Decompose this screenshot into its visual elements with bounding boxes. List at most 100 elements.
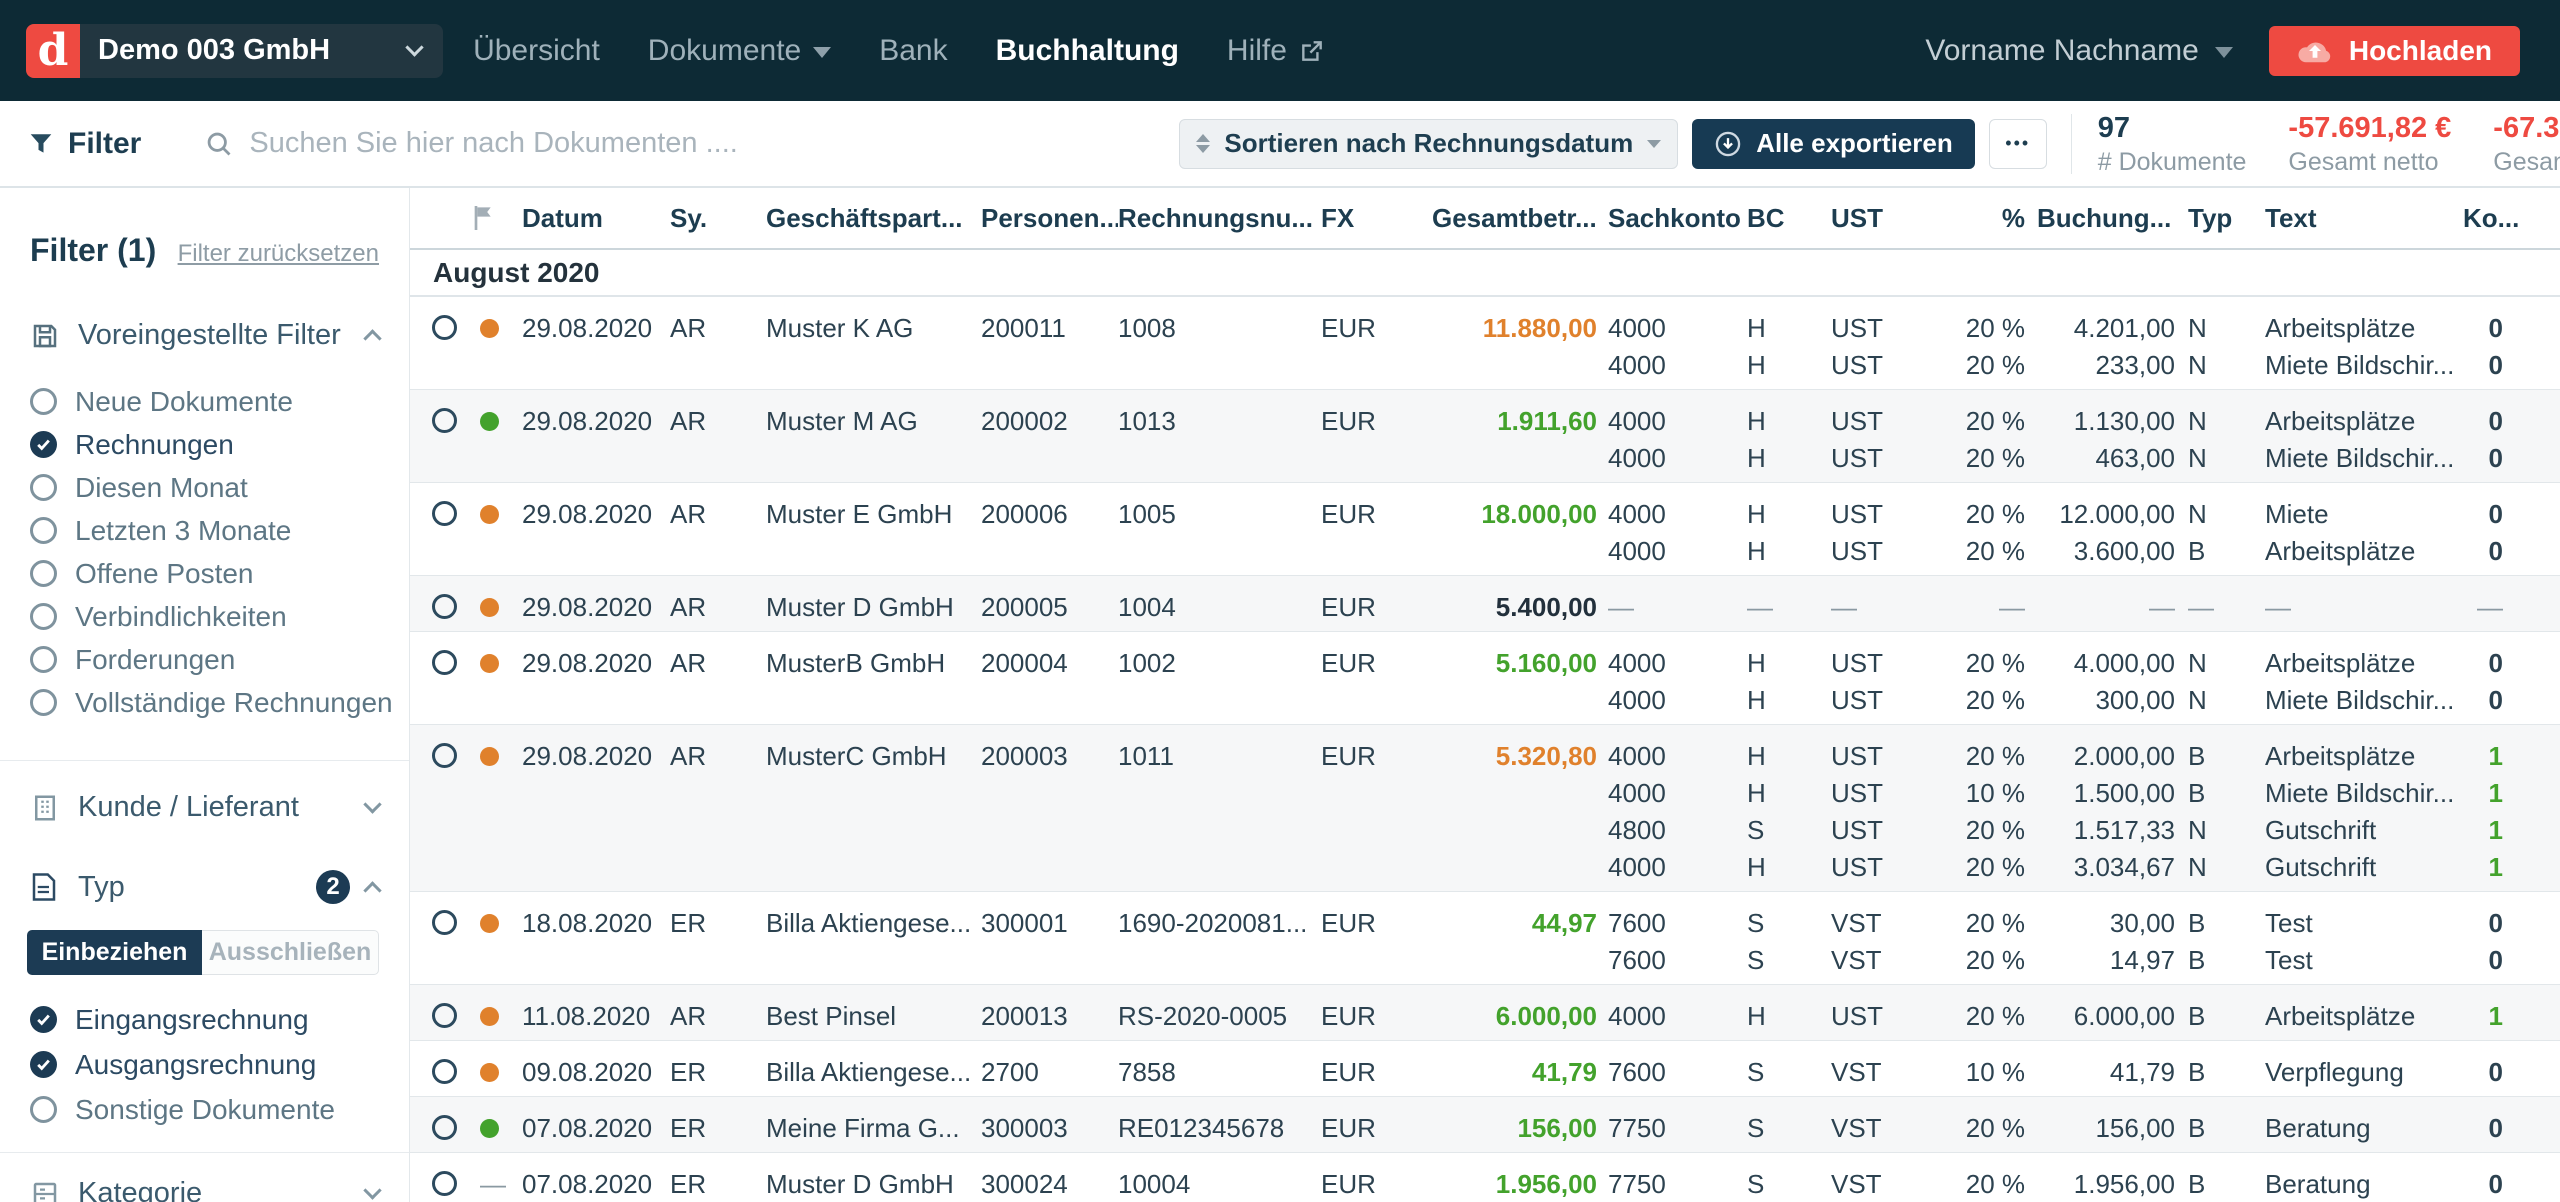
company-selector[interactable]: Demo 003 GmbH [80,23,444,78]
table-header-col-bc[interactable]: BC [1747,202,1785,233]
row-status-cell [480,310,522,338]
table-row[interactable]: 07.08.2020 ER Meine Firma G... 300003 RE0123… [410,1097,2560,1153]
toolbar-right-controls: Sortieren nach Rechnungsdatum Alle expor… [1179,111,2560,177]
table-row[interactable]: 29.08.2020 AR Muster K AG 200011 1008 EUR 11.8… [410,297,2560,390]
upload-button[interactable]: Hochladen [2268,25,2520,76]
table-header-col-buchung[interactable]: Buchung... [2037,202,2172,233]
table-row[interactable]: 29.08.2020 AR MusterC GmbH 200003 1011 EUR 5.3… [410,725,2560,892]
table-header-col-gesamtbetrag[interactable]: Gesamtbetr... [1432,202,1597,233]
filter-option-offene-posten[interactable]: Offene Posten [0,552,409,595]
table-header-col-konto[interactable]: Ko... [2463,202,2520,233]
filter-reset-link[interactable]: Filter zurücksetzen [177,240,379,267]
filter-section-header-preset[interactable]: Voreingestellte Filter [0,319,409,352]
filter-option-rechnungen[interactable]: Rechnungen [0,423,409,466]
cell-rechnung: 1008 [1118,313,1176,343]
row-select-radio[interactable] [432,594,457,619]
table-header-col-ust[interactable]: UST [1831,202,1883,233]
filter-option-eingangsrechnung[interactable]: Eingangsrechnung [0,997,409,1042]
line-typ: B [2188,945,2206,975]
search-input[interactable] [249,127,1180,160]
filter-section-header-category[interactable]: Kategorie [0,1177,409,1202]
table-row[interactable]: 09.08.2020 ER Billa Aktiengese... 2700 7858 E… [410,1041,2560,1097]
filter-option-ausgangsrechnung[interactable]: Ausgangsrechnung [0,1042,409,1087]
table-header-col-sy[interactable]: Sy. [670,202,708,233]
nav-item-hilfe[interactable]: Hilfe [1227,34,1325,68]
filter-option-diesen-monat[interactable]: Diesen Monat [0,466,409,509]
row-select-radio[interactable] [432,910,457,935]
row-select-radio[interactable] [432,315,457,340]
line-ko: 0 [2488,1113,2503,1143]
filter-option-verbindlichkeiten[interactable]: Verbindlichkeiten [0,595,409,638]
row-select-radio[interactable] [432,1059,457,1084]
include-button[interactable]: Einbeziehen [27,930,202,975]
line-ko: 0 [2488,945,2503,975]
row-select-radio[interactable] [432,1003,457,1028]
line-bc: H [1747,852,1766,882]
table-body: 29.08.2020 AR Muster K AG 200011 1008 EUR 11.8… [410,297,2560,1202]
filter-toggle-button[interactable]: Filter [28,127,141,161]
cell-gesamtbetrag: 18.000,00 [1481,499,1597,529]
line-typ: N [2188,815,2207,845]
table-row[interactable]: 29.08.2020 AR Muster D GmbH 200005 1004 EUR 5.… [410,576,2560,632]
nav-item-dokumente[interactable]: Dokumente [648,34,832,68]
line-betrag: 6.000,00 [2073,1001,2175,1031]
line-typ: B [2188,1169,2206,1199]
booking-lines: 4000 H UST 20 % 4.000,00 N Arbeitsplätze 0 4000 H… [1597,645,2527,719]
nav-item-buchhaltung[interactable]: Buchhaltung [996,34,1179,68]
table-row[interactable]: 29.08.2020 AR MusterB GmbH 200004 1002 EUR 5.1… [410,632,2560,725]
cell-gesamtbetrag: 6.000,00 [1495,1001,1597,1031]
user-name: Vorname Nachname [1925,33,2199,67]
table-header-col-prozent[interactable]: % [2001,202,2025,233]
filter-option-forderungen[interactable]: Forderungen [0,638,409,681]
table-header-col-datum[interactable]: Datum [522,202,603,233]
nav-item-label: Bank [879,33,948,67]
line-pct: 20 % [1965,406,2025,436]
cell-gesamtbetrag: 1.956,00 [1495,1169,1597,1199]
table-header-col-fx[interactable]: FX [1321,202,1355,233]
filter-option-neue-dokumente[interactable]: Neue Dokumente [0,380,409,423]
row-select-radio[interactable] [432,501,457,526]
export-all-button[interactable]: Alle exportieren [1692,118,1975,169]
flag-column-header[interactable] [410,206,522,230]
summary-stats: 97 # Dokumente -57.691,82 € Gesamt netto -67… [2098,111,2560,177]
user-menu[interactable]: Vorname Nachname [1925,34,2233,68]
line-typ: B [2188,741,2206,771]
document-icon [30,872,62,902]
line-betrag: 14,97 [2109,945,2175,975]
table-row[interactable]: 29.08.2020 AR Muster M AG 200002 1013 EUR 1.91… [410,390,2560,483]
filter-section-header-customer[interactable]: Kunde / Lieferant [0,791,409,824]
exclude-button[interactable]: Ausschließen [202,930,379,975]
sort-dropdown[interactable]: Sortieren nach Rechnungsdatum [1179,118,1679,169]
filter-option-sonstige-dokumente[interactable]: Sonstige Dokumente [0,1087,409,1132]
table-header-col-rechnungsnummer[interactable]: Rechnungsnu... [1118,202,1313,233]
row-select-radio[interactable] [432,408,457,433]
cell-fx: EUR [1321,1001,1376,1031]
filter-section-preset: Voreingestellte Filter Neue Dokumente Rech… [0,319,409,761]
table-header-col-personenkonto[interactable]: Personen... [981,202,1118,233]
filter-option-letzten-3-monate[interactable]: Letzten 3 Monate [0,509,409,552]
filter-option-vollst-ndige-rechnungen[interactable]: Vollständige Rechnungen [0,681,409,724]
table-header-col-geschaeftspartner[interactable]: Geschäftspart... [766,202,963,233]
nav-item-bank[interactable]: Bank [879,34,947,68]
nav-item-bersicht[interactable]: Übersicht [473,34,600,68]
row-select-radio[interactable] [432,1171,457,1196]
more-actions-button[interactable]: ••• [1988,118,2047,169]
line-text: Arbeitsplätze [2265,536,2416,566]
row-select-radio[interactable] [432,743,457,768]
line-bc: H [1747,1001,1766,1031]
line-pct: 20 % [1965,1113,2025,1143]
table-row[interactable]: 18.08.2020 ER Billa Aktiengese... 300001 169… [410,892,2560,985]
filter-section-header-type[interactable]: Typ 2 [0,870,409,904]
table-header-col-typ[interactable]: Typ [2188,202,2233,233]
table-row[interactable]: 11.08.2020 AR Best Pinsel 200013 RS-2020-000… [410,985,2560,1041]
table-header-col-sachkonto[interactable]: Sachkonto [1608,202,1741,233]
table-group-row: August 2020 [410,250,2560,297]
row-select-radio[interactable] [432,1115,457,1140]
cell-fx: EUR [1321,592,1376,622]
table-row[interactable]: — 07.08.2020 ER Muster D GmbH 300024 10004 EUR… [410,1153,2560,1202]
stat-label: # Dokumente [2097,147,2247,176]
table-row[interactable]: 29.08.2020 AR Muster E GmbH 200006 1005 EUR 18… [410,483,2560,576]
row-select-radio[interactable] [432,650,457,675]
row-select-cell [410,1110,480,1140]
table-header-col-text[interactable]: Text [2265,202,2317,233]
